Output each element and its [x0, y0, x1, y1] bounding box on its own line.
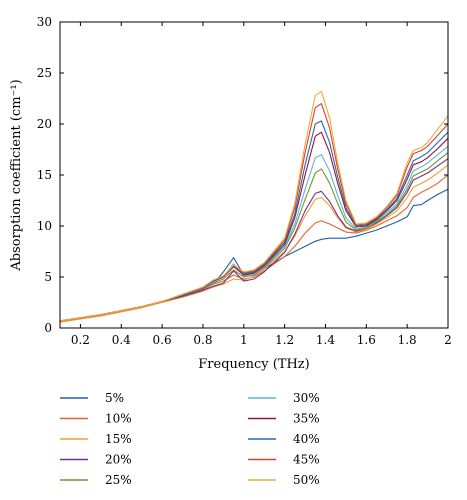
y-tick-label: 30 [37, 15, 52, 29]
x-tick-label: 0.2 [71, 333, 90, 347]
legend-label: 50% [293, 473, 320, 487]
x-tick-label: 0.4 [112, 333, 131, 347]
y-tick-label: 5 [44, 270, 52, 284]
y-axis: 0 5 10 15 20 25 30 [37, 15, 448, 335]
x-axis: 0.2 0.4 0.6 0.8 1 1.2 1.4 1.6 1.8 2 [71, 22, 452, 347]
legend-label: 40% [293, 432, 320, 446]
y-tick-label: 10 [37, 219, 52, 233]
legend-label: 25% [105, 473, 132, 487]
x-tick-label: 0.8 [193, 333, 212, 347]
legend-label: 45% [293, 453, 320, 467]
series-line-2 [59, 164, 449, 323]
y-tick-label: 20 [37, 117, 52, 131]
plot-frame [59, 21, 449, 329]
y-axis-title: Absorption coefficient (cm⁻¹) [9, 79, 24, 271]
series-line-1 [59, 174, 449, 323]
x-tick-label: 1.8 [398, 333, 417, 347]
y-tick-label: 25 [37, 66, 52, 80]
plot-lines [59, 90, 449, 323]
legend-label: 10% [105, 412, 132, 426]
legend-label: 5% [105, 391, 124, 405]
series-line-3 [59, 158, 449, 322]
y-tick-label: 15 [37, 168, 52, 182]
x-tick-label: 2 [444, 333, 452, 347]
legend-label: 35% [293, 412, 320, 426]
x-tick-label: 1.2 [275, 333, 294, 347]
legend-label: 15% [105, 432, 132, 446]
x-tick-label: 1.6 [357, 333, 376, 347]
y-tick-label: 0 [44, 321, 52, 335]
legend: 5% 10% 15% 20% 25% 30% 35% 40% 45% 50% [60, 391, 320, 487]
legend-label: 30% [293, 391, 320, 405]
series-line-7 [59, 120, 449, 322]
series-line-0 [59, 188, 449, 323]
series-line-5 [59, 145, 449, 322]
series-line-6 [59, 131, 449, 322]
legend-label: 20% [105, 453, 132, 467]
x-tick-label: 0.6 [153, 333, 172, 347]
x-tick-label: 1.4 [316, 333, 335, 347]
x-tick-label: 1 [240, 333, 248, 347]
series-line-9 [59, 90, 449, 322]
series-line-4 [59, 152, 449, 322]
x-axis-title: Frequency (THz) [198, 357, 309, 372]
